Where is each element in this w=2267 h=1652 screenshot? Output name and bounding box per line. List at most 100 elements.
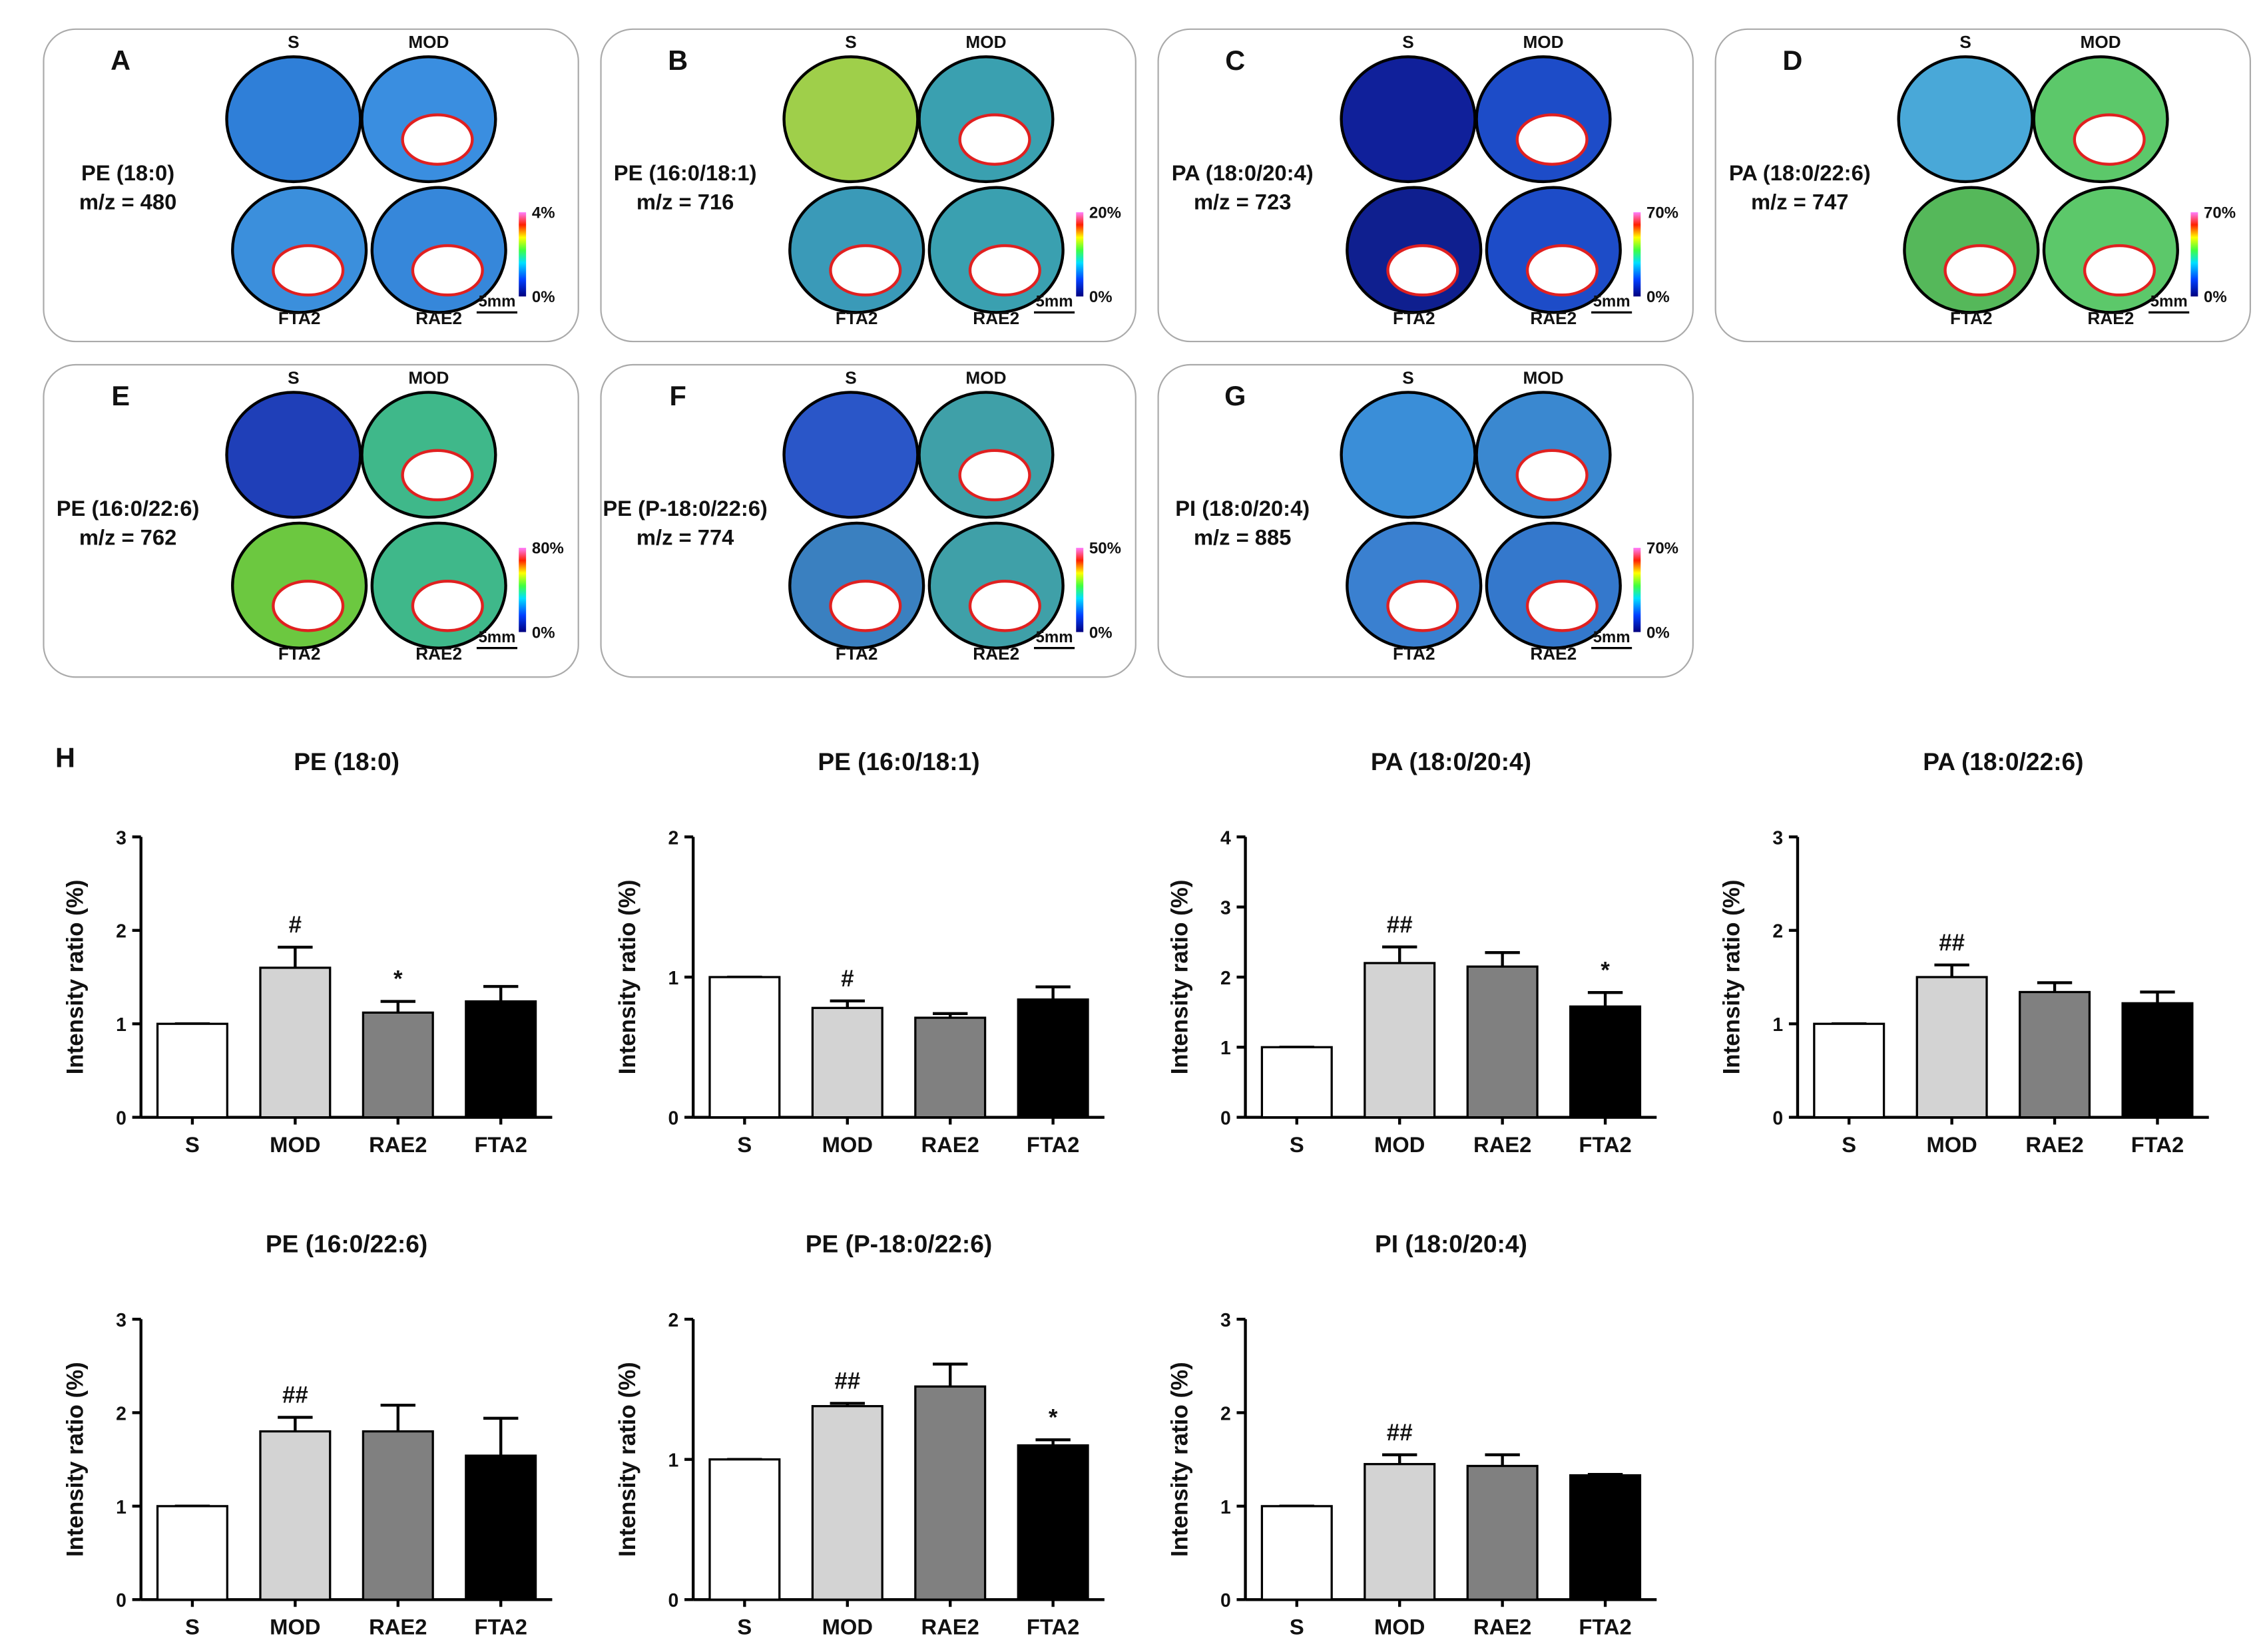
x-tick-label: FTA2 (2131, 1132, 2184, 1157)
chart-title: PE (P-18:0/22:6) (806, 1230, 992, 1258)
group-label: MOD (1523, 367, 1563, 387)
group-label: RAE2 (1530, 644, 1577, 664)
group-label: S (1959, 32, 1971, 52)
chart-title: PA (18:0/20:4) (1371, 747, 1531, 775)
group-label: S (845, 367, 856, 387)
colorbar-max: 4% (532, 204, 555, 222)
scale-bar-label: 5mm (2150, 293, 2188, 311)
x-tick-label: RAE2 (2025, 1132, 2083, 1157)
colorbar (519, 548, 527, 632)
scale-bar-label: 5mm (478, 628, 515, 646)
y-tick-label: 4 (1220, 827, 1231, 849)
compound-name: PE (16:0/22:6) (57, 496, 200, 520)
y-tick-label: 3 (116, 827, 126, 849)
y-tick-label: 1 (116, 1497, 126, 1518)
bar (156, 1022, 228, 1119)
group-label: S (1402, 367, 1413, 387)
bar (914, 1385, 987, 1601)
group-label: S (288, 32, 299, 52)
y-tick-label: 3 (1220, 898, 1231, 919)
y-axis-label: Intensity ratio (%) (1166, 1362, 1192, 1557)
x-tick-label: FTA2 (1579, 1132, 1631, 1157)
group-label: MOD (408, 32, 449, 52)
panel-letter: D (1782, 45, 1802, 76)
lumen (829, 580, 902, 632)
significance-mark: * (1049, 1404, 1058, 1430)
bar (362, 1011, 434, 1119)
mz-label: m/z = 762 (79, 525, 177, 550)
y-tick-label: 2 (116, 1403, 126, 1424)
x-tick-label: FTA2 (1579, 1615, 1631, 1639)
y-tick-label: 0 (116, 1590, 126, 1611)
y-axis-label: Intensity ratio (%) (1719, 880, 1745, 1075)
y-tick-label: 1 (1220, 1497, 1231, 1518)
lumen (958, 113, 1031, 166)
compound-name: PI (18:0/20:4) (1175, 496, 1310, 520)
scale-bar-label: 5mm (478, 293, 515, 311)
lumen (829, 244, 902, 297)
lumen (411, 244, 484, 297)
compound-name: PA (18:0/20:4) (1172, 160, 1314, 185)
y-tick-label: 1 (116, 1014, 126, 1036)
colorbar-min: 0% (532, 288, 555, 306)
y-tick-label: 0 (1772, 1108, 1783, 1130)
significance-mark: * (393, 966, 403, 992)
x-tick-label: RAE2 (921, 1132, 979, 1157)
y-tick-label: 2 (116, 921, 126, 942)
lumen (968, 580, 1041, 632)
bar (914, 1016, 987, 1119)
bar (465, 1454, 537, 1601)
colorbar-max: 70% (1646, 540, 1678, 558)
figure-label: H (55, 742, 75, 773)
x-tick-label: MOD (1374, 1615, 1425, 1639)
mz-label: m/z = 885 (1194, 525, 1292, 550)
bar (259, 1430, 332, 1601)
y-axis-label: Intensity ratio (%) (615, 880, 640, 1075)
y-tick-label: 3 (1772, 827, 1783, 849)
chart-title: PA (18:0/22:6) (1923, 747, 2083, 775)
tissue-section (782, 55, 919, 184)
group-label: MOD (965, 367, 1006, 387)
mz-label: m/z = 723 (1194, 189, 1292, 214)
y-axis-label: Intensity ratio (%) (615, 1362, 640, 1557)
colorbar-min: 0% (1089, 624, 1113, 642)
colorbar (2190, 212, 2198, 297)
group-label: MOD (408, 367, 449, 387)
y-tick-label: 2 (1220, 968, 1231, 989)
x-tick-label: MOD (1926, 1132, 1977, 1157)
colorbar-max: 80% (532, 540, 564, 558)
y-tick-label: 0 (668, 1108, 679, 1130)
y-tick-label: 3 (1220, 1310, 1231, 1331)
x-tick-label: RAE2 (1473, 1132, 1531, 1157)
significance-mark: ## (1939, 930, 1965, 956)
x-tick-label: S (737, 1132, 752, 1157)
scale-bar-label: 5mm (1593, 628, 1631, 646)
lumen (1525, 580, 1599, 632)
bar (811, 1006, 883, 1119)
lumen (411, 580, 484, 632)
panel-letter: E (111, 380, 130, 411)
bar (1813, 1022, 1886, 1119)
chart-title: PE (16:0/22:6) (266, 1230, 427, 1258)
x-tick-label: S (1290, 1615, 1304, 1639)
compound-name: PE (18:0) (81, 160, 174, 185)
lumen (958, 449, 1031, 502)
lumen (1515, 113, 1589, 166)
significance-mark: * (1601, 957, 1610, 983)
bar (1017, 1444, 1089, 1601)
x-tick-label: FTA2 (1027, 1132, 1079, 1157)
mz-label: m/z = 747 (1751, 189, 1849, 214)
x-tick-label: FTA2 (475, 1615, 527, 1639)
tissue-section (225, 391, 362, 519)
y-tick-label: 2 (1220, 1403, 1231, 1424)
group-label: RAE2 (973, 644, 1019, 664)
group-label: S (288, 367, 299, 387)
group-label: FTA2 (1393, 308, 1435, 328)
y-tick-label: 0 (1220, 1108, 1231, 1130)
x-tick-label: S (737, 1615, 752, 1639)
significance-mark: ## (1387, 912, 1413, 938)
mz-label: m/z = 716 (636, 189, 734, 214)
lumen (272, 580, 345, 632)
lumen (2083, 244, 2156, 297)
